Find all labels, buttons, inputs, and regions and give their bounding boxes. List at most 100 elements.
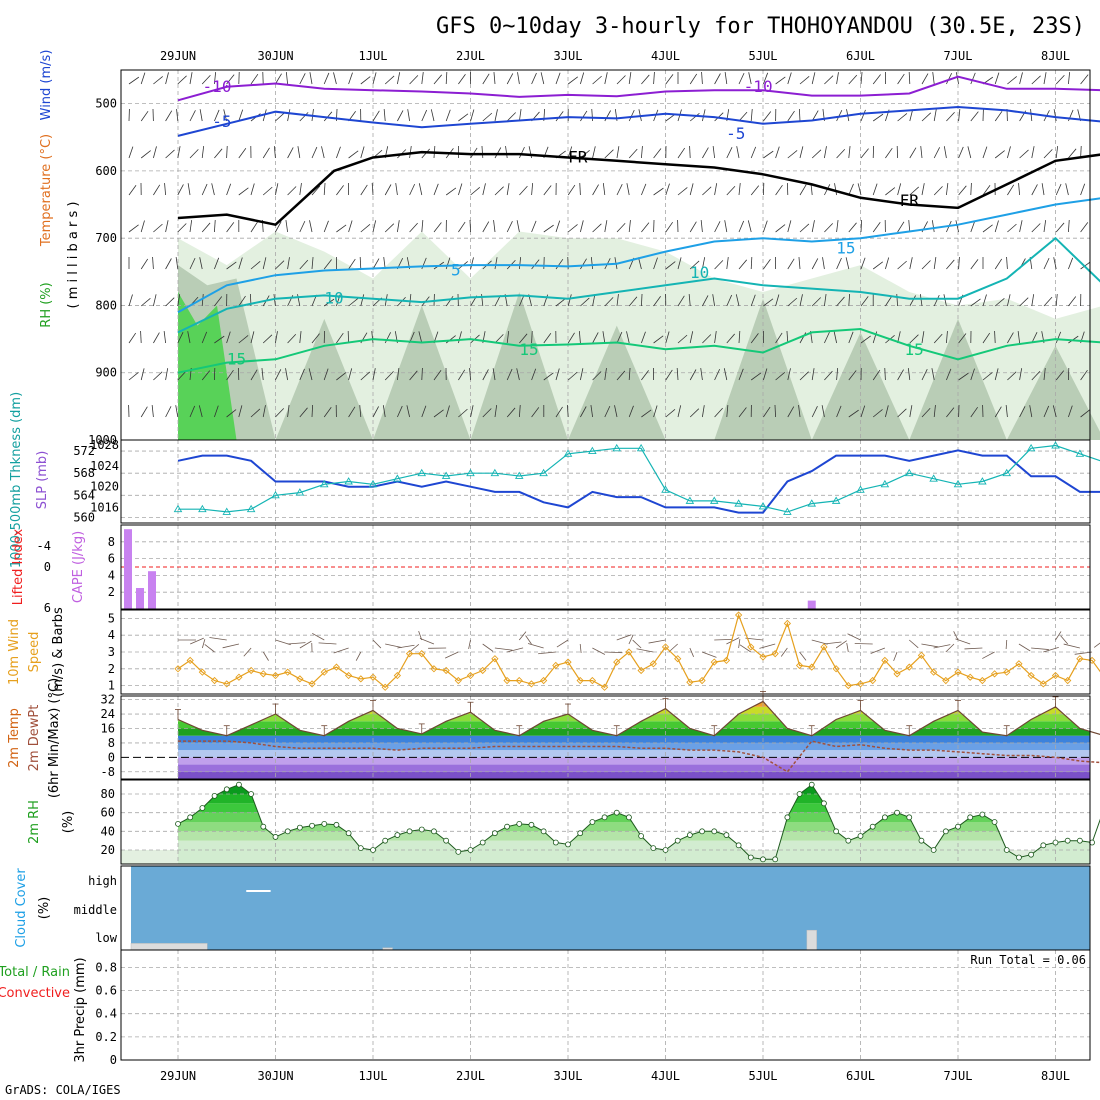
cape-ylabel: CAPE (J/kg) <box>71 531 86 603</box>
rh-marker <box>918 837 925 844</box>
upper-wind-barb <box>909 109 914 122</box>
upper-wind-barb <box>418 183 423 196</box>
thickness-tick-label: 564 <box>73 488 95 502</box>
upper-air-ylabel-temp: Temperature (°C) <box>39 134 54 247</box>
upper-wind-barb <box>628 368 631 381</box>
upper-wind-barb <box>372 110 380 122</box>
upper-wind-barb <box>1007 223 1017 233</box>
upper-wind-barb <box>543 185 552 196</box>
upper-wind-barb <box>165 149 175 159</box>
upper-wind-barb <box>726 333 735 344</box>
wind-speed-marker <box>284 668 292 676</box>
upper-wind-barb <box>738 220 745 233</box>
rh-band <box>178 831 1090 841</box>
upper-wind-barb <box>238 405 243 418</box>
upper-wind-barb <box>735 294 740 307</box>
upper-wind-barb <box>287 109 291 122</box>
rh-marker <box>175 820 181 827</box>
upper-wind-barb <box>702 405 705 418</box>
upper-wind-barb <box>1031 370 1041 381</box>
cloud-layer-label: low <box>95 931 117 945</box>
bottom-date-label: 30JUN <box>257 1069 293 1083</box>
upper-wind-barb <box>458 331 462 344</box>
thickness-marker <box>929 474 938 482</box>
upper-wind-barb <box>311 333 320 344</box>
thickness-marker <box>636 443 646 452</box>
surface-wind-barb <box>419 637 435 645</box>
contour-label: 15 <box>227 349 246 368</box>
rh-marker <box>345 830 352 837</box>
surface-wind-barb <box>243 647 252 657</box>
upper-wind-barb <box>921 407 931 418</box>
surface-wind-barb <box>689 647 694 657</box>
upper-wind-barb <box>198 405 203 418</box>
bottom-date-axis: 29JUN 30JUN 1JUL 2JUL 3JUL 4JUL 5JUL 6JUL 7JUL 8J… <box>160 1069 1070 1083</box>
surface-wind-barb <box>444 651 459 659</box>
upper-wind-barb <box>226 369 234 381</box>
rh-marker <box>1028 851 1035 858</box>
upper-wind-barb <box>153 146 157 159</box>
rh-marker <box>772 856 779 863</box>
wind-speed-marker <box>552 661 560 670</box>
upper-wind-barb <box>1080 409 1091 418</box>
rh-marker <box>370 847 376 853</box>
rh-marker <box>418 826 425 833</box>
upper-wind-barb <box>970 182 972 196</box>
upper-wind-barb <box>409 294 412 307</box>
upper-wind-barb <box>321 146 325 159</box>
upper-wind-barb <box>994 150 1005 159</box>
wind-speed-marker <box>393 671 402 680</box>
upper-wind-barb <box>275 331 278 344</box>
upper-wind-barb <box>872 222 881 233</box>
upper-wind-barb <box>763 72 769 85</box>
upper-wind-barb <box>592 75 602 85</box>
upper-wind-barb <box>933 109 937 122</box>
surface-wind-barb <box>372 639 382 649</box>
upper-wind-barb <box>824 370 833 381</box>
rh-marker <box>930 847 937 853</box>
upper-wind-barb <box>458 408 468 418</box>
rh-marker <box>406 828 413 835</box>
upper-wind-barb <box>736 146 740 159</box>
upper-wind-barb <box>481 146 484 159</box>
upper-wind-barb <box>724 72 728 85</box>
upper-wind-barb <box>323 111 333 122</box>
upper-wind-barb <box>580 110 588 122</box>
contour-line-cyan <box>177 197 1100 314</box>
rh-marker <box>650 845 657 852</box>
wind-speed-marker <box>734 611 743 619</box>
upper-wind-barb <box>616 75 626 85</box>
upper-wind-barb <box>201 370 211 381</box>
upper-wind-barb <box>921 369 928 381</box>
upper-wind-barb <box>614 405 618 418</box>
upper-wind-barb <box>189 110 196 122</box>
upper-wind-barb <box>653 257 658 270</box>
wind-speed-marker <box>954 668 962 676</box>
upper-wind-barb <box>165 368 169 381</box>
upper-air-ylabel-unit: ( m i l l i b a r s ) <box>66 202 81 309</box>
upper-wind-barb <box>688 294 691 307</box>
surface-wind-barb <box>636 648 654 653</box>
upper-wind-barb <box>309 72 313 85</box>
upper-wind-barb <box>811 110 819 122</box>
upper-wind-barb <box>128 76 140 85</box>
rh-marker <box>735 842 742 849</box>
upper-wind-barb <box>700 220 703 233</box>
upper-wind-barb <box>702 295 709 307</box>
cape-frame <box>120 524 1091 610</box>
upper-wind-barb <box>372 72 377 85</box>
upper-wind-barb <box>872 369 881 381</box>
upper-wind-barb <box>665 408 676 418</box>
upper-wind-barb <box>555 258 564 270</box>
surface-wind-barb <box>1005 639 1008 650</box>
upper-wind-barb <box>628 296 638 307</box>
upper-wind-barb <box>958 333 967 344</box>
upper-wind-barb <box>383 109 386 122</box>
upper-wind-barb <box>470 405 474 418</box>
wind-speed-marker <box>527 680 536 688</box>
upper-wind-barb <box>811 258 819 270</box>
upper-wind-barb <box>946 183 949 196</box>
upper-wind-barb <box>665 261 676 270</box>
top-date-label: 4JUL <box>651 49 680 63</box>
upper-wind-barb <box>712 294 715 307</box>
